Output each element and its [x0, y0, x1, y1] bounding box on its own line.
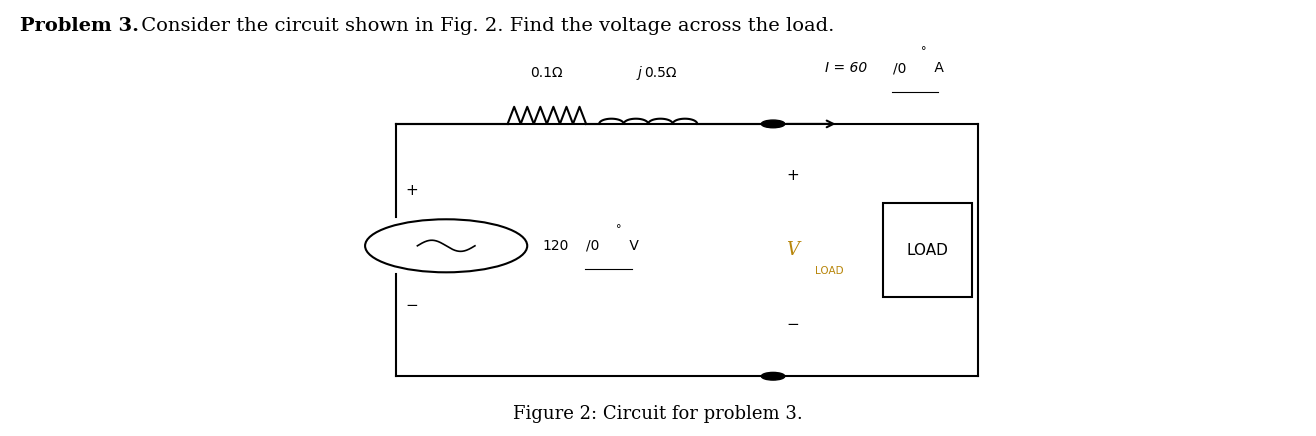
Text: j: j	[638, 65, 642, 80]
Circle shape	[761, 120, 784, 128]
Text: I = 60: I = 60	[825, 61, 867, 75]
Text: 0.5Ω: 0.5Ω	[645, 65, 676, 80]
Text: /0: /0	[586, 239, 600, 253]
Text: V: V	[786, 241, 799, 259]
Text: Problem 3.: Problem 3.	[20, 17, 139, 35]
Text: 0.1Ω: 0.1Ω	[530, 65, 563, 80]
Circle shape	[761, 372, 784, 380]
Text: Consider the circuit shown in Fig. 2. Find the voltage across the load.: Consider the circuit shown in Fig. 2. Fi…	[136, 17, 834, 35]
Text: LOAD: LOAD	[907, 242, 949, 258]
Text: −: −	[405, 298, 418, 313]
Text: −: −	[787, 317, 799, 332]
Text: /0: /0	[894, 61, 907, 75]
Text: Figure 2: Circuit for problem 3.: Figure 2: Circuit for problem 3.	[513, 405, 803, 423]
Text: +: +	[787, 168, 799, 183]
Text: °: °	[921, 46, 926, 56]
Text: 120: 120	[544, 239, 570, 253]
Text: LOAD: LOAD	[815, 266, 844, 276]
Text: °: °	[616, 224, 621, 234]
Text: V: V	[625, 239, 640, 253]
Text: +: +	[405, 183, 418, 198]
Text: A: A	[930, 61, 944, 75]
